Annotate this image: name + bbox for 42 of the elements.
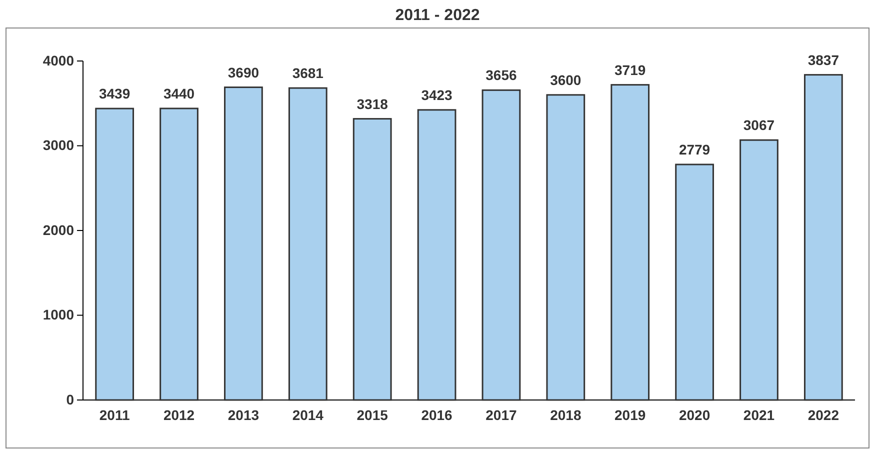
y-tick-label: 4000 [42,52,74,68]
data-label: 3600 [550,72,582,88]
bar [417,109,456,401]
y-tick-label: 3000 [42,137,74,154]
data-label: 3067 [743,117,775,134]
bar [482,89,521,401]
data-label: 3690 [228,64,260,80]
bar [804,74,843,401]
x-tick-label: 2014 [292,406,324,423]
y-tick-label: 2000 [42,222,74,238]
bar [740,139,778,401]
bar [546,94,586,401]
y-tick-label: 1000 [42,306,74,323]
y-tick-label: 0 [66,391,74,408]
bar [288,87,328,401]
chart-title: 2011 - 2022 [395,7,480,24]
bar [610,84,650,401]
x-tick-label: 2012 [163,406,195,423]
x-tick-label: 2021 [743,406,775,423]
bar [675,164,714,401]
bar [352,118,392,401]
x-tick-label: 2017 [486,406,517,423]
x-tick-label: 2011 [99,406,130,423]
x-tick-label: 2020 [678,406,710,423]
data-label: 3440 [163,85,195,102]
bar [224,86,263,401]
x-tick-label: 2015 [356,406,388,423]
data-label: 3681 [292,65,324,82]
x-tick-label: 2013 [228,406,260,423]
x-tick-label: 2022 [808,406,840,423]
data-label: 3656 [486,67,517,84]
data-label: 3423 [421,86,453,103]
bar [95,108,134,401]
data-label: 2779 [678,141,710,158]
bar [160,108,198,401]
x-tick-label: 2019 [614,406,646,423]
x-tick-label: 2018 [550,406,582,423]
data-label: 3439 [99,86,130,102]
x-tick-label: 2016 [421,406,453,423]
data-label: 3837 [808,52,840,68]
data-label: 3318 [356,96,388,112]
data-label: 3719 [614,62,646,78]
